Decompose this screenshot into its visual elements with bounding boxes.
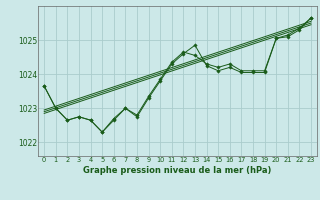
X-axis label: Graphe pression niveau de la mer (hPa): Graphe pression niveau de la mer (hPa) [84,166,272,175]
